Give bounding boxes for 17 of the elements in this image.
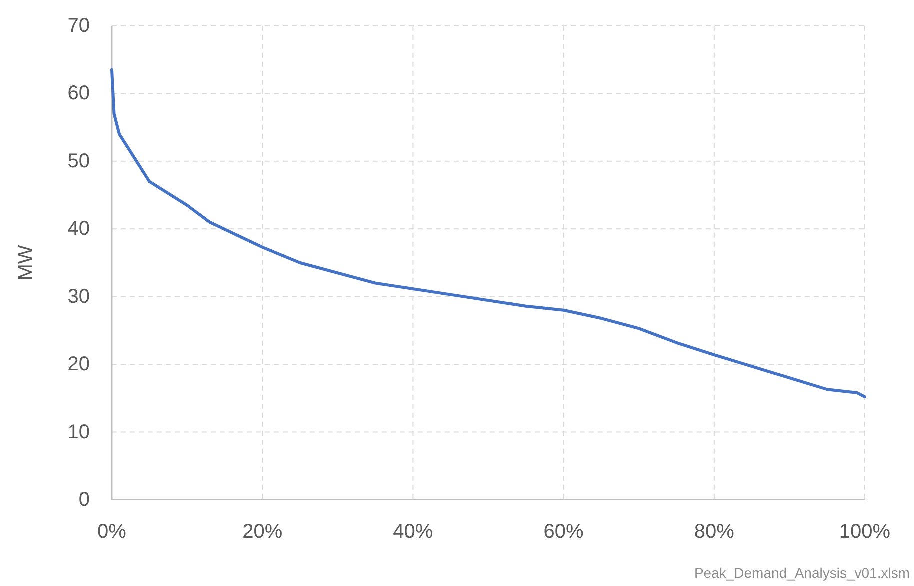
x-tick-label: 20% bbox=[242, 521, 283, 543]
y-tick-label: 10 bbox=[68, 421, 90, 444]
text: Peak_Demand_Analysis_v01.xlsm bbox=[694, 565, 910, 581]
x-tick-label: 40% bbox=[393, 521, 434, 543]
y-tick-label: 70 bbox=[68, 15, 90, 37]
y-tick-label: 60 bbox=[68, 82, 90, 105]
x-tick-label: 60% bbox=[544, 521, 584, 543]
y-tick-label: 40 bbox=[68, 218, 90, 240]
y-tick-label: 0 bbox=[78, 489, 90, 511]
y-tick-label: 20 bbox=[68, 354, 90, 376]
y-tick-label: 50 bbox=[68, 150, 90, 172]
x-tick-label: 80% bbox=[694, 521, 735, 543]
x-tick-label: 100% bbox=[839, 521, 891, 543]
x-tick-label: 0% bbox=[98, 521, 127, 543]
y-tick-label: 30 bbox=[68, 286, 90, 308]
y-axis-title: MW bbox=[15, 245, 37, 281]
line-series bbox=[110, 68, 866, 399]
